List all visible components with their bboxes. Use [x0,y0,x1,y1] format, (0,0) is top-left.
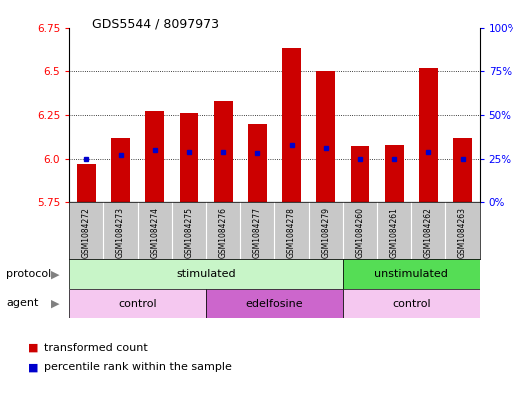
Text: GSM1084273: GSM1084273 [116,207,125,258]
Text: ■: ■ [28,343,38,353]
Text: protocol: protocol [6,269,51,279]
Text: agent: agent [6,298,38,309]
Bar [453,138,472,202]
Bar [248,124,267,202]
Text: unstimulated: unstimulated [374,269,448,279]
Bar [343,289,480,318]
Bar [69,289,206,318]
Bar [343,259,480,289]
Text: GSM1084276: GSM1084276 [219,207,228,258]
Text: stimulated: stimulated [176,269,236,279]
Text: control: control [119,299,157,309]
Text: ■: ■ [28,362,38,373]
Text: GSM1084278: GSM1084278 [287,207,296,258]
Bar [419,68,438,202]
Text: ▶: ▶ [51,269,60,279]
Bar [214,101,232,202]
Bar [206,289,343,318]
Bar [145,112,164,202]
Bar [317,71,335,202]
Text: GSM1084260: GSM1084260 [356,207,364,258]
Text: transformed count: transformed count [44,343,147,353]
Bar [385,145,404,202]
Text: GSM1084275: GSM1084275 [185,207,193,258]
Text: GSM1084262: GSM1084262 [424,207,433,258]
Text: percentile rank within the sample: percentile rank within the sample [44,362,231,373]
Text: GSM1084277: GSM1084277 [253,207,262,258]
Text: GSM1084279: GSM1084279 [321,207,330,258]
Text: ▶: ▶ [51,298,60,309]
Bar [350,147,369,202]
Bar [180,113,199,202]
Bar [77,164,96,202]
Text: GSM1084274: GSM1084274 [150,207,159,258]
Text: GDS5544 / 8097973: GDS5544 / 8097973 [92,18,220,31]
Text: edelfosine: edelfosine [246,299,303,309]
Bar [282,48,301,202]
Text: GSM1084263: GSM1084263 [458,207,467,258]
Text: GSM1084261: GSM1084261 [390,207,399,258]
Text: control: control [392,299,430,309]
Bar [111,138,130,202]
Bar [69,259,343,289]
Text: GSM1084272: GSM1084272 [82,207,91,258]
